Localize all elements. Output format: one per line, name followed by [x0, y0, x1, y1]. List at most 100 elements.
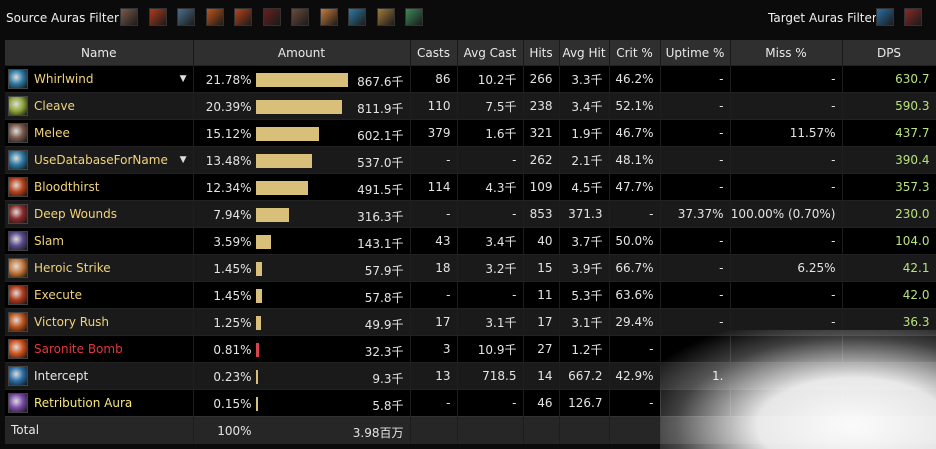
- table-row[interactable]: Saronite Bomb 0.81% 32.3千 3 10.9千 27 1.2千 -: [5, 335, 936, 363]
- dps-cell: [842, 389, 936, 417]
- spell-name-cell[interactable]: Intercept: [5, 362, 194, 390]
- amount-bar: [255, 100, 342, 114]
- spell-name-cell[interactable]: UseDatabaseForName ▼: [5, 146, 194, 174]
- amount-cell: 0.15% 5.8千: [193, 389, 411, 417]
- table-row[interactable]: Victory Rush 1.25% 49.9千 17 3.1千 17 3.1千 29.4% -…: [5, 308, 936, 336]
- aura-icon-5[interactable]: [234, 8, 252, 26]
- avg-cast-cell: 4.3千: [457, 173, 524, 201]
- dps-cell: 42.0: [842, 281, 936, 309]
- crit-cell: 46.2%: [609, 65, 661, 93]
- spell-icon: [8, 96, 28, 116]
- aura-icon-1[interactable]: [120, 8, 138, 26]
- spell-name-cell[interactable]: Deep Wounds: [5, 200, 194, 228]
- column-header-amount[interactable]: Amount: [193, 40, 411, 66]
- column-header-casts[interactable]: Casts: [410, 40, 458, 66]
- amount-bar: [255, 343, 259, 357]
- amount-bar: [255, 235, 271, 249]
- casts-cell: 17: [410, 308, 458, 336]
- chevron-down-icon[interactable]: ▼: [179, 74, 187, 84]
- column-header-name[interactable]: Name: [5, 40, 194, 66]
- amount-bar: [255, 370, 258, 384]
- hits-cell: 238: [523, 92, 560, 120]
- miss-cell: -: [730, 227, 843, 255]
- spell-name: Bloodthirst: [34, 180, 100, 194]
- spell-name-cell[interactable]: Whirlwind ▼: [5, 65, 194, 93]
- uptime-cell: -: [660, 308, 731, 336]
- column-header-crit-[interactable]: Crit %: [609, 40, 661, 66]
- table-row[interactable]: Melee 15.12% 602.1千 379 1.6千 321 1.9千 46.7% -11.…: [5, 119, 936, 147]
- aura-icon-target-1[interactable]: [876, 8, 894, 26]
- crit-cell: -: [609, 335, 661, 363]
- table-row[interactable]: Retribution Aura 0.15% 5.8千 - -46 126.7-: [5, 389, 936, 417]
- amount-percent: 7.94%: [213, 208, 252, 222]
- aura-icon-2[interactable]: [148, 8, 167, 26]
- spell-name-cell[interactable]: Saronite Bomb: [5, 335, 194, 363]
- table-row[interactable]: Heroic Strike 1.45% 57.9千 18 3.2千 15 3.9千 66.7%…: [5, 254, 936, 282]
- casts-cell: -: [410, 389, 458, 417]
- spell-name: Whirlwind: [34, 72, 94, 86]
- table-row[interactable]: Execute 1.45% 57.8千 - -11 5.3千 63.6% - -42.0: [5, 281, 936, 309]
- casts-cell: 114: [410, 173, 458, 201]
- column-header-dps[interactable]: DPS: [842, 40, 936, 66]
- spell-name-cell[interactable]: Bloodthirst: [5, 173, 194, 201]
- table-row[interactable]: UseDatabaseForName ▼ 13.48% 537.0千 - -262 2.1千…: [5, 146, 936, 174]
- miss-cell: -: [730, 281, 843, 309]
- spell-name: Victory Rush: [34, 315, 110, 329]
- amount-value: 57.8千: [364, 291, 404, 305]
- hits-cell: 17: [523, 308, 560, 336]
- column-header-avg-hit[interactable]: Avg Hit: [559, 40, 610, 66]
- spell-icon: [8, 177, 28, 197]
- column-header-miss-[interactable]: Miss %: [730, 40, 843, 66]
- spell-name-cell[interactable]: Melee: [5, 119, 194, 147]
- aura-icon-target-2[interactable]: [904, 8, 922, 26]
- table-row[interactable]: Intercept 0.23% 9.3千 13 718.5 14 667.2 42.9% 1.: [5, 362, 936, 390]
- aura-icon-9[interactable]: [348, 8, 366, 26]
- spell-name-cell[interactable]: Victory Rush: [5, 308, 194, 336]
- miss-cell: -: [730, 146, 843, 174]
- total-empty-cell: [559, 416, 610, 444]
- spell-name-cell[interactable]: Slam: [5, 227, 194, 255]
- dps-cell: [842, 335, 936, 363]
- table-row[interactable]: Deep Wounds 7.94% 316.3千 - -853 371.3-37.37% 1…: [5, 200, 936, 228]
- column-header-uptime-[interactable]: Uptime %: [660, 40, 731, 66]
- spell-name-cell[interactable]: Execute: [5, 281, 194, 309]
- spell-name-cell[interactable]: Heroic Strike: [5, 254, 194, 282]
- aura-icon-6[interactable]: [262, 8, 281, 26]
- dps-cell: 42.1: [842, 254, 936, 282]
- amount-percent: 21.78%: [205, 73, 252, 87]
- table-row[interactable]: Cleave 20.39% 811.9千 110 7.5千 238 3.4千 52.1% - -5…: [5, 92, 936, 120]
- avg-hit-cell: 3.1千: [559, 308, 610, 336]
- aura-icon-8[interactable]: [319, 8, 338, 26]
- amount-value: 537.0千: [357, 156, 404, 170]
- avg-hit-cell: 1.2千: [559, 335, 610, 363]
- table-row[interactable]: Whirlwind ▼ 21.78% 867.6千 86 10.2千 266 3.3千 46.2…: [5, 65, 936, 93]
- dps-cell: 437.7: [842, 119, 936, 147]
- spell-icon: [8, 258, 28, 278]
- amount-percent: 15.12%: [205, 127, 252, 141]
- column-header-hits[interactable]: Hits: [523, 40, 560, 66]
- spell-name-cell[interactable]: Retribution Aura: [5, 389, 194, 417]
- amount-value: 602.1千: [357, 129, 404, 143]
- amount-percent: 1.45%: [213, 262, 252, 276]
- dps-cell: 390.4: [842, 146, 936, 174]
- aura-icon-11[interactable]: [405, 8, 423, 26]
- table-row[interactable]: Bloodthirst 12.34% 491.5千 114 4.3千 109 4.5千 47.…: [5, 173, 936, 201]
- crit-cell: 48.1%: [609, 146, 661, 174]
- spell-name-cell[interactable]: Cleave: [5, 92, 194, 120]
- amount-percent: 0.23%: [213, 370, 252, 384]
- aura-icon-3[interactable]: [177, 8, 195, 26]
- aura-icon-10[interactable]: [376, 8, 395, 26]
- avg-cast-cell: 718.5: [457, 362, 524, 390]
- casts-cell: 43: [410, 227, 458, 255]
- column-header-avg-cast[interactable]: Avg Cast: [457, 40, 524, 66]
- hits-cell: 15: [523, 254, 560, 282]
- chevron-down-icon[interactable]: ▼: [179, 155, 187, 165]
- amount-value: 5.8千: [372, 399, 404, 413]
- spell-icon: [8, 285, 28, 305]
- miss-cell: -: [730, 92, 843, 120]
- table-row[interactable]: Slam 3.59% 143.1千 43 3.4千 40 3.7千 50.0% - -104.0: [5, 227, 936, 255]
- avg-cast-cell: -: [457, 146, 524, 174]
- aura-icon-7[interactable]: [291, 8, 309, 26]
- aura-icon-4[interactable]: [205, 8, 224, 26]
- amount-bar: [255, 208, 290, 222]
